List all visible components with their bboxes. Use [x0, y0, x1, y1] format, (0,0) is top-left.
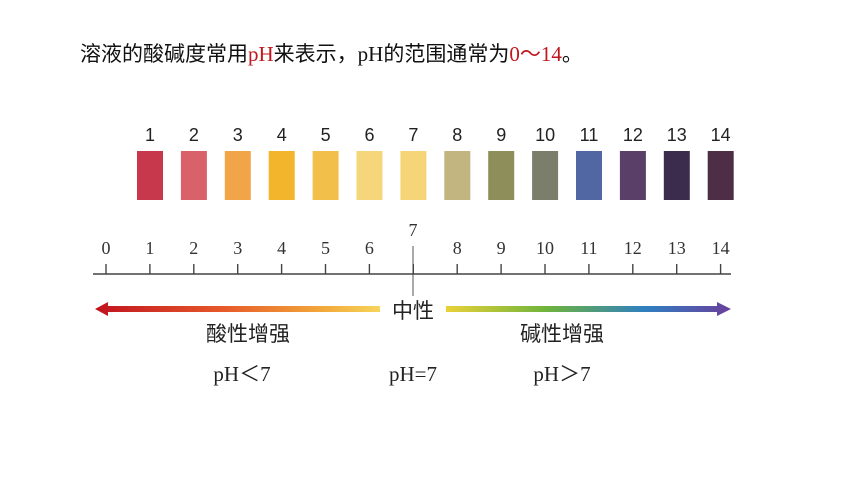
basic-label: 碱性增强 — [520, 322, 604, 346]
strip-number: 12 — [623, 125, 643, 145]
strip-number: 11 — [580, 125, 599, 145]
intro-ph2: pH — [357, 42, 384, 66]
strip-number: 5 — [321, 125, 331, 145]
scale-tick-label: 9 — [497, 238, 506, 258]
strip-number: 14 — [711, 125, 731, 145]
scale-tick-labels: 0 1 2 3 4 5 6 8 9 10 11 12 13 14 — [102, 238, 730, 258]
color-swatch — [619, 151, 646, 200]
strip-number: 1 — [145, 125, 155, 145]
color-swatch — [224, 151, 251, 200]
color-swatch — [444, 151, 471, 200]
neutral-label: 中性 — [392, 299, 434, 323]
strip-number: 9 — [496, 125, 506, 145]
strip-number: 7 — [408, 125, 418, 145]
color-strip — [137, 151, 734, 200]
intro-part1: 溶液的酸碱度常用 — [80, 42, 248, 66]
scale-tick-label: 3 — [233, 238, 242, 258]
scale-tick-label: 4 — [277, 238, 286, 258]
intro-part2: 来表示， — [273, 42, 358, 66]
intro-part4: 。 — [561, 42, 583, 66]
color-swatch — [268, 151, 295, 200]
ph-less-label: pH＜7 — [213, 362, 270, 386]
scale-tick-label: 0 — [102, 238, 111, 258]
scale-tick-label: 14 — [712, 238, 730, 258]
intro-text: 溶液的酸碱度常用pH来表示，pH的范围通常为0～14。 — [80, 38, 583, 68]
scale-ticks — [105, 264, 722, 274]
color-swatch — [488, 151, 515, 200]
strip-number: 6 — [364, 125, 374, 145]
acidic-label: 酸性增强 — [206, 322, 290, 346]
strip-number: 8 — [452, 125, 462, 145]
scale-tick-label: 2 — [189, 238, 198, 258]
intro-part3: 的范围通常为 — [383, 42, 510, 66]
color-swatch — [400, 151, 427, 200]
scale-tick-label: 8 — [453, 238, 462, 258]
scale-tick-label: 13 — [668, 238, 686, 258]
scale-tick-label: 6 — [365, 238, 374, 258]
scale-tick-label: 12 — [624, 238, 642, 258]
color-strip-numbers: 1 2 3 4 5 6 7 8 9 10 11 12 13 14 — [145, 125, 731, 145]
scale-tick-label: 11 — [580, 238, 597, 258]
strip-number: 4 — [277, 125, 287, 145]
color-swatch — [312, 151, 339, 200]
color-swatch — [532, 151, 559, 200]
intro-range: 0～14 — [509, 42, 562, 66]
base-arrow — [446, 302, 731, 316]
color-swatch — [356, 151, 383, 200]
color-swatch — [137, 151, 163, 200]
color-swatch — [707, 151, 734, 200]
neutral-marker-label: 7 — [409, 220, 418, 240]
intro-ph: pH — [248, 42, 274, 66]
scale-tick-label: 10 — [536, 238, 554, 258]
strip-number: 2 — [189, 125, 199, 145]
color-swatch — [663, 151, 690, 200]
strip-number: 10 — [535, 125, 555, 145]
color-swatch — [180, 151, 207, 200]
ph-equal-label: pH=7 — [389, 362, 437, 386]
strip-number: 3 — [233, 125, 243, 145]
acid-arrow — [95, 302, 380, 316]
scale-tick-label: 1 — [145, 238, 154, 258]
color-swatch — [576, 151, 602, 200]
ph-greater-label: pH＞7 — [533, 362, 590, 386]
strip-number: 13 — [667, 125, 687, 145]
scale-tick-label: 5 — [321, 238, 330, 258]
